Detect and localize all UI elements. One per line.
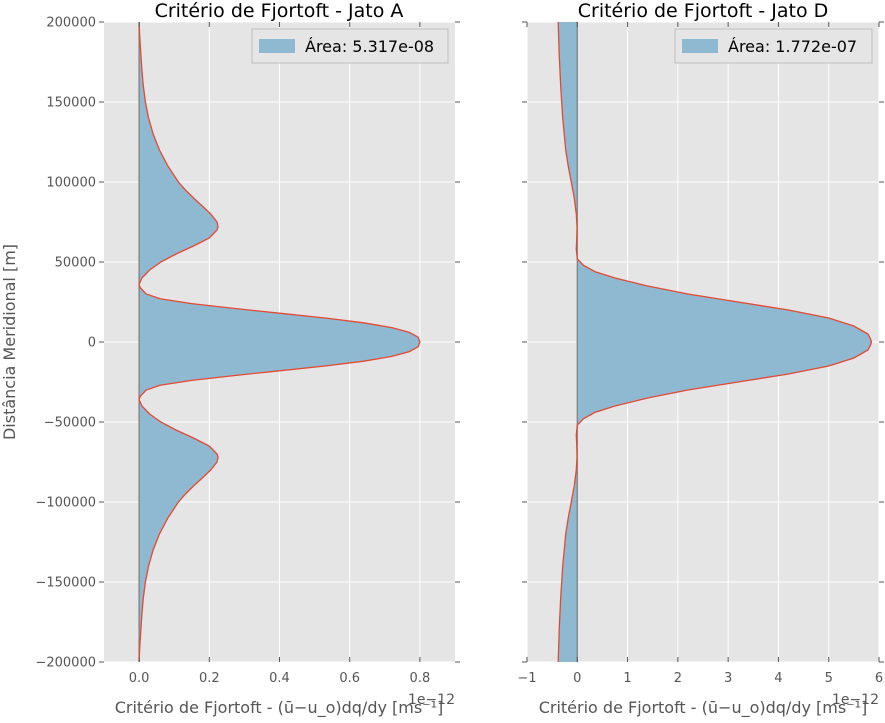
y-tick-label: −200000 <box>35 656 96 671</box>
y-tick-label: 100000 <box>46 176 96 191</box>
y-tick-label: −100000 <box>35 496 96 511</box>
chart-title: Critério de Fjortoft - Jato D <box>578 0 829 22</box>
x-axis-label: Critério de Fjortoft - (ū−u_o)dq/dy [ms⁻… <box>115 698 444 718</box>
y-tick-label: 50000 <box>55 256 96 271</box>
legend: Área: 5.317e-08 <box>251 28 449 64</box>
series-area-fill <box>558 22 872 662</box>
y-tick-label: −150000 <box>35 576 96 591</box>
series-line <box>557 22 873 662</box>
chart-title: Critério de Fjortoft - Jato A <box>155 0 404 22</box>
y-axis-label: Distância Meridional [m] <box>0 244 19 440</box>
x-offset-label: 1e−12 <box>408 692 455 708</box>
x-tick-labels: 0.0 0.2 0.4 0.6 0.8 <box>129 671 430 686</box>
x-axis-label: Critério de Fjortoft - (ū−u_o)dq/dy [ms⁻… <box>539 698 868 718</box>
y-tick-label: 0 <box>88 336 96 351</box>
chart-panel-jato-a: 0.0 0.2 0.4 0.6 0.8 200000 150000 100000 50000 0… <box>0 0 460 718</box>
legend-label: Área: 1.772e-07 <box>728 37 857 56</box>
x-tick-label: 4 <box>774 671 782 686</box>
x-tick-label: 1 <box>623 671 631 686</box>
tick-marks <box>522 21 884 663</box>
series-area-fill <box>139 22 420 662</box>
y-tick-labels: 200000 150000 100000 50000 0 −50000 −100000 −15… <box>35 16 96 671</box>
y-tick-label: 200000 <box>46 16 96 31</box>
x-tick-label: 0 <box>573 671 581 686</box>
x-tick-label: 0.6 <box>339 671 360 686</box>
legend-label: Área: 5.317e-08 <box>305 37 434 56</box>
tick-marks <box>99 21 460 663</box>
x-tick-label: 5 <box>825 671 833 686</box>
x-tick-label: 6 <box>875 671 883 686</box>
x-tick-label: 0.2 <box>199 671 220 686</box>
x-tick-label: 3 <box>724 671 732 686</box>
x-tick-label: 0.4 <box>269 671 290 686</box>
x-tick-label: 0.0 <box>129 671 150 686</box>
legend: Área: 1.772e-07 <box>674 28 873 64</box>
x-tick-label: 0.8 <box>410 671 431 686</box>
series-line <box>138 22 421 662</box>
x-tick-label: −1 <box>517 671 536 686</box>
legend-swatch <box>259 39 295 53</box>
x-tick-label: 2 <box>674 671 682 686</box>
legend-swatch <box>682 39 718 53</box>
chart-panel-jato-d: −1 0 1 2 3 4 5 6 Critério de Fjortoft - Jato D … <box>517 0 884 718</box>
y-tick-label: −50000 <box>44 416 96 431</box>
x-offset-label: 1e−12 <box>832 692 879 708</box>
x-tick-labels: −1 0 1 2 3 4 5 6 <box>517 671 883 686</box>
y-tick-label: 150000 <box>46 96 96 111</box>
